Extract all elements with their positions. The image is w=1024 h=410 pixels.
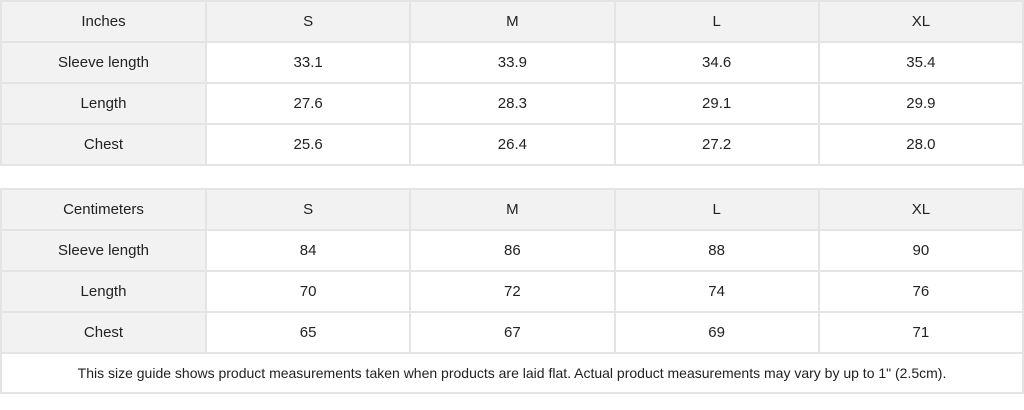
size-header: XL	[817, 0, 1024, 43]
measurement-cell: 26.4	[409, 123, 616, 166]
measurement-cell: 88	[613, 229, 820, 272]
measurement-cell: 86	[409, 229, 616, 272]
row-label: Chest	[0, 311, 207, 354]
spacer	[1, 164, 1023, 190]
size-header: M	[409, 0, 616, 43]
size-header: S	[204, 188, 412, 231]
measurement-cell: 67	[409, 311, 616, 354]
measurement-cell: 69	[613, 311, 820, 354]
measurement-cell: 90	[817, 229, 1024, 272]
table-row: Length 70 72 74 76	[0, 270, 1024, 313]
size-header: L	[613, 188, 820, 231]
measurement-cell: 33.1	[204, 41, 412, 84]
measurement-cell: 28.0	[817, 123, 1024, 166]
measurement-cell: 70	[204, 270, 412, 313]
table-row: Chest 65 67 69 71	[0, 311, 1024, 354]
spacer-row	[1, 164, 1023, 190]
measurement-cell: 34.6	[613, 41, 820, 84]
size-header: XL	[817, 188, 1024, 231]
unit-header: Centimeters	[0, 188, 207, 231]
row-label: Length	[0, 270, 207, 313]
row-label: Sleeve length	[0, 41, 207, 84]
measurement-cell: 29.9	[817, 82, 1024, 125]
measurement-cell: 71	[817, 311, 1024, 354]
header-row: Centimeters S M L XL	[0, 188, 1024, 231]
row-label: Sleeve length	[0, 229, 207, 272]
size-header: S	[204, 0, 412, 43]
measurement-cell: 35.4	[817, 41, 1024, 84]
footnote-row: This size guide shows product measuremen…	[0, 352, 1024, 394]
measurement-cell: 27.2	[613, 123, 820, 166]
footnote: This size guide shows product measuremen…	[0, 352, 1024, 394]
table-row: Length 27.6 28.3 29.1 29.9	[0, 82, 1024, 125]
measurement-cell: 74	[613, 270, 820, 313]
size-header: M	[409, 188, 616, 231]
header-row: Inches S M L XL	[0, 0, 1024, 43]
table-row: Sleeve length 33.1 33.9 34.6 35.4	[0, 41, 1024, 84]
size-header: L	[613, 0, 820, 43]
measurement-cell: 76	[817, 270, 1024, 313]
table-row: Sleeve length 84 86 88 90	[0, 229, 1024, 272]
measurement-cell: 27.6	[204, 82, 412, 125]
size-guide-table: Inches S M L XL Sleeve length 33.1 33.9 34.6 35.4…	[0, 0, 1024, 394]
measurement-cell: 84	[204, 229, 412, 272]
table-row: Chest 25.6 26.4 27.2 28.0	[0, 123, 1024, 166]
measurement-cell: 72	[409, 270, 616, 313]
unit-header: Inches	[0, 0, 207, 43]
row-label: Length	[0, 82, 207, 125]
measurement-cell: 33.9	[409, 41, 616, 84]
measurement-cell: 29.1	[613, 82, 820, 125]
measurement-cell: 28.3	[409, 82, 616, 125]
measurement-cell: 25.6	[204, 123, 412, 166]
measurement-cell: 65	[204, 311, 412, 354]
row-label: Chest	[0, 123, 207, 166]
